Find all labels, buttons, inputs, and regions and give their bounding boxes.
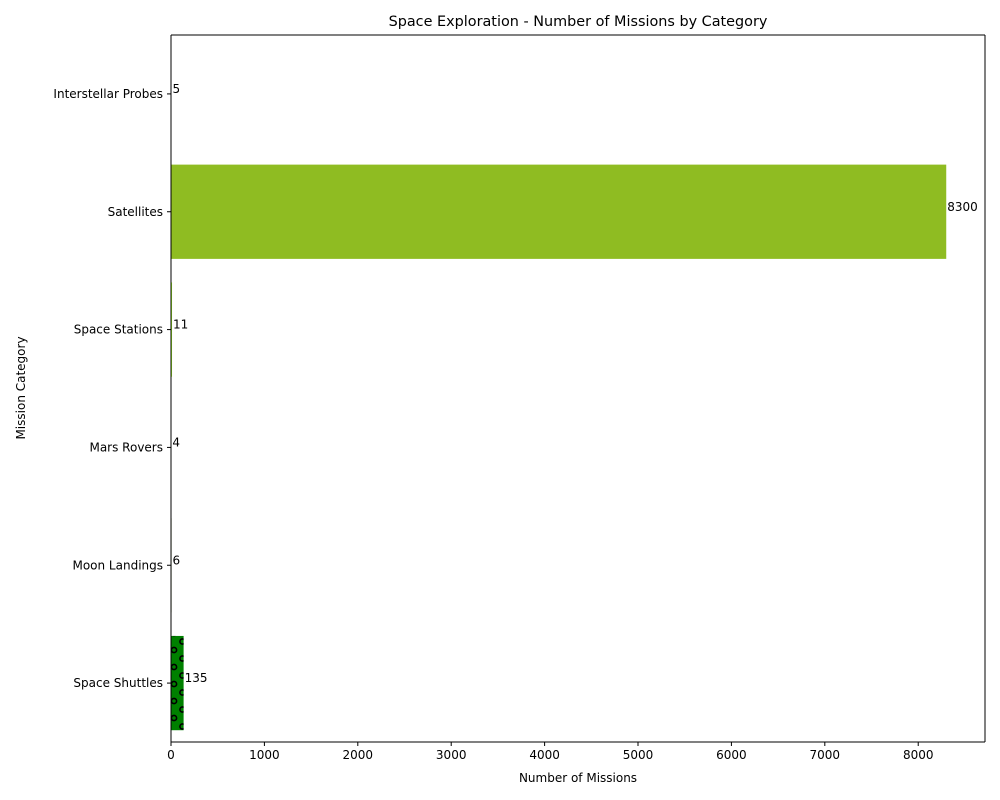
x-tick-label-4000: 4000 — [529, 748, 560, 762]
y-tick-label-satellites: Satellites — [108, 205, 163, 219]
data-label-interstellar-probes: 5 — [172, 82, 180, 96]
x-tick-label-3000: 3000 — [436, 748, 467, 762]
x-tick-label-1000: 1000 — [249, 748, 280, 762]
data-label-space-shuttles: 135 — [185, 671, 208, 685]
x-tick-label-6000: 6000 — [716, 748, 747, 762]
chart-title: Space Exploration - Number of Missions b… — [389, 14, 768, 30]
y-tick-label-moon-landings: Moon Landings — [72, 558, 163, 572]
bar-satellites — [171, 164, 947, 259]
x-tick-label-7000: 7000 — [810, 748, 841, 762]
data-label-moon-landings: 6 — [173, 553, 181, 567]
x-tick-label-5000: 5000 — [623, 748, 654, 762]
x-tick-label-8000: 8000 — [903, 748, 934, 762]
y-tick-label-space-stations: Space Stations — [74, 323, 163, 337]
y-tick-label-mars-rovers: Mars Rovers — [89, 440, 163, 454]
data-label-mars-rovers: 4 — [172, 435, 180, 449]
bar-space-stations — [171, 282, 173, 377]
x-tick-label-0: 0 — [167, 748, 175, 762]
bar-hatch-space-shuttles — [171, 635, 184, 731]
y-tick-label-interstellar-probes: Interstellar Probes — [53, 87, 163, 101]
y-tick-label-space-shuttles: Space Shuttles — [73, 676, 163, 690]
data-label-space-stations: 11 — [173, 318, 188, 332]
x-tick-label-2000: 2000 — [343, 748, 374, 762]
x-axis-title: Number of Missions — [519, 771, 637, 785]
plot-area: 135 6 4 11 8300 5 0 1000 2000 3000 4000 5000 6000 700… — [53, 34, 986, 762]
y-axis-title: Mission Category — [14, 336, 28, 439]
data-label-satellites: 8300 — [947, 200, 978, 214]
